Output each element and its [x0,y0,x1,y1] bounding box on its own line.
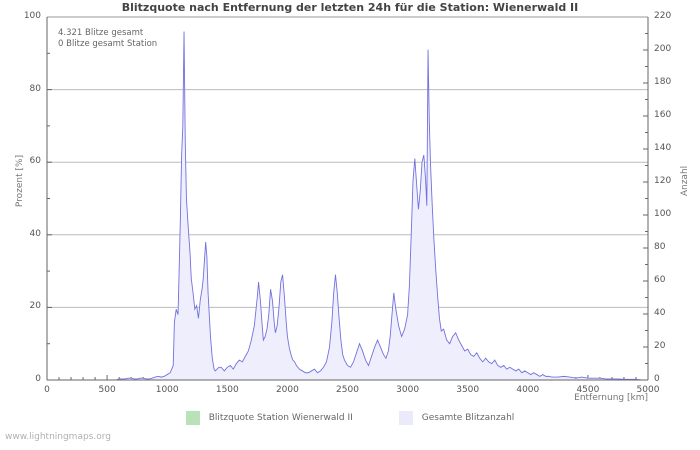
y-tick-label-left: 40 [29,228,41,239]
legend-swatch-lavender [398,411,413,425]
x-tick-label: 500 [98,385,116,395]
y-tick-label-right: 200 [654,44,672,54]
legend-item-gesamte-blitzanzahl[interactable]: Gesamte Blitzanzahl [398,411,515,425]
y-tick-label-right: 60 [654,275,666,285]
y-tick-label-right: 160 [654,110,672,120]
series-line-gesamte-blitzanzahl [47,31,643,381]
chart-legend: Blitzquote Station Wienerwald II Gesamte… [0,411,700,425]
x-tick-label: 4000 [516,385,540,395]
x-tick-label: 0 [44,385,50,395]
plot-background [47,17,648,380]
legend-item-blitzquote-station[interactable]: Blitzquote Station Wienerwald II [185,411,353,425]
y-tick-label-right: 80 [654,242,666,252]
y-tick-label-right: 180 [654,77,672,87]
x-tick-label: 2000 [275,385,299,395]
y-axis-label-right: Anzahl [680,165,690,197]
page-title: Blitzquote nach Entfernung der letzten 2… [121,1,579,14]
y-tick-label-right: 120 [654,176,672,186]
gridlines [47,89,648,308]
annotation-totals: 4.321 Blitze gesamt 0 Blitze gesamt Stat… [58,28,157,50]
annotation-line-total: 4.321 Blitze gesamt [58,28,144,38]
x-tick-label: 3000 [396,385,420,395]
y-tick-label-left: 0 [35,374,41,384]
legend-label-gesamte-blitzanzahl: Gesamte Blitzanzahl [421,413,515,423]
x-tick-label: 4500 [576,385,600,395]
y-tick-label-right: 140 [654,143,672,153]
y-tick-label-left: 20 [29,301,41,312]
x-tick-label: 1000 [155,385,179,395]
y-tick-label-left: 100 [23,11,41,21]
y-tick-label-right: 0 [654,374,660,384]
legend-swatch-green [185,411,200,425]
annotation-line-station: 0 Blitze gesamt Station [58,39,158,49]
y-tick-label-right: 220 [654,11,672,21]
x-tick-label: 2500 [336,385,359,395]
y-tick-label-left: 80 [29,83,41,94]
legend-label-blitzquote-station: Blitzquote Station Wienerwald II [208,413,353,423]
x-axis-label: Entfernung [km] [574,393,648,403]
y-axis-label-left: Prozent [%] [15,154,25,208]
y-tick-label-right: 100 [654,209,672,219]
x-tick-label: 5000 [636,385,660,395]
y-tick-label-left: 60 [29,156,41,167]
y-tick-label-right: 20 [654,341,666,351]
x-tick-label: 3500 [456,385,480,395]
y-tick-label-right: 40 [654,308,666,318]
watermark: www.lightningmaps.org [5,432,111,442]
x-tick-label: 1500 [215,385,239,395]
